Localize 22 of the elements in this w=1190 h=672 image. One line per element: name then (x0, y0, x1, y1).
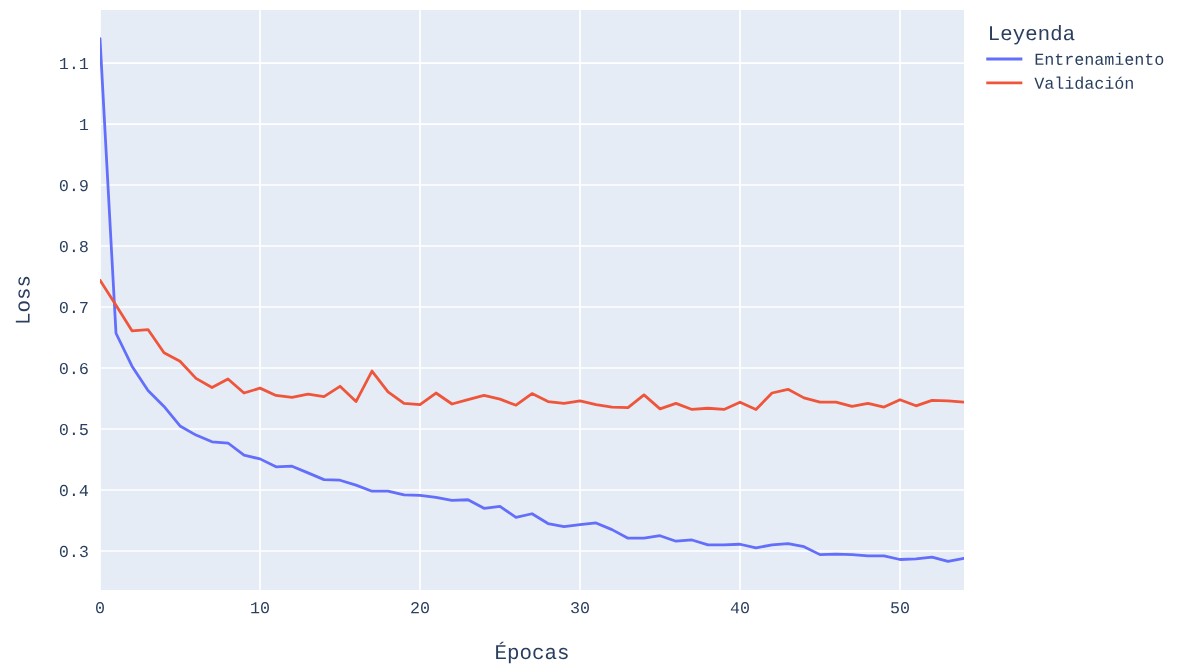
y-axis-title: Loss (15, 276, 30, 323)
x-tick-label: 30 (571, 602, 589, 614)
y-tick-label: 0.9 (59, 179, 88, 192)
x-tick-label: 20 (411, 602, 429, 614)
y-tick-label: 0.7 (59, 301, 88, 314)
y-tick-label: 0.5 (59, 423, 88, 436)
legend-label: Validación (1034, 76, 1133, 89)
x-tick-label: 10 (251, 602, 269, 614)
y-tick-label: 0.6 (59, 362, 88, 375)
y-tick-label: 1 (80, 119, 89, 131)
y-tick-label: 0.3 (59, 545, 88, 558)
x-tick-label: 40 (730, 602, 749, 614)
line-series (100, 37, 964, 563)
legend-title: Leyenda (990, 25, 1075, 45)
line-series (100, 278, 964, 411)
y-tick-label: 0.8 (59, 240, 88, 253)
x-tick-label: 0 (96, 602, 104, 614)
x-tick-label: 50 (891, 602, 909, 614)
x-axis-title: Épocas (496, 641, 568, 664)
y-tick-label: 0.4 (59, 484, 89, 497)
legend-label: Entrenamiento (1035, 52, 1164, 65)
y-tick-label: 1.1 (60, 58, 89, 70)
